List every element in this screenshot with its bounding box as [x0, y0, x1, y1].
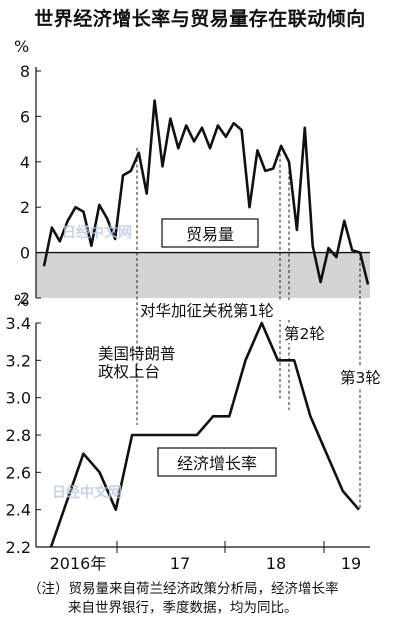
trade-y-tick-label: 6: [20, 107, 30, 126]
growth-y-tick-label: 2.4: [6, 501, 31, 520]
growth-y-tick-label: 2.6: [6, 463, 31, 482]
x-tick-label: 18: [266, 554, 286, 573]
trade-y-tick-label: 8: [20, 62, 30, 81]
footnote-line-2: 来自世界银行，季度数据，均为同比。: [68, 600, 298, 616]
trade-volume-line: [42, 99, 370, 285]
growth-label: 经济增长率: [177, 454, 257, 473]
growth-rate-series: [49, 321, 360, 548]
watermark-lower: 日经中文网: [52, 485, 122, 501]
tariff-round1-label-bg: [138, 300, 290, 320]
tariff-round1-label: 对华加征关税第1轮: [140, 302, 274, 320]
growth-y-tick-label: 3.2: [6, 351, 31, 370]
tariff-round3-label: 第3轮: [340, 369, 381, 387]
negative-band: [36, 252, 370, 298]
trade-y-tick-label: 0: [20, 244, 30, 263]
growth-y-tick-label: 2.8: [6, 426, 31, 445]
trade-label-box: [161, 218, 259, 248]
trade-y-unit: %: [14, 37, 29, 56]
growth-y-axis: 3.4 3.2 3.0 2.8 2.6 2.4 2.2%: [6, 291, 41, 557]
trade-y-axis: 8 6 4 2 0 -2%: [14, 37, 41, 308]
negative-region: [36, 251, 370, 298]
growth-rate-line: [49, 321, 360, 548]
tariff-round2-label-bg: [282, 323, 328, 343]
trade-y-tick-label: 4: [20, 153, 30, 172]
trade-volume-series: [42, 99, 370, 285]
growth-y-tick-label: 2.2: [6, 538, 31, 557]
growth-label-box: [157, 447, 277, 477]
x-tick-label: 19: [341, 554, 361, 573]
footnote: （注）贸易量来自荷兰经济政策分析局，经济增长率 来自世界银行，季度数据，均为同比…: [28, 580, 388, 618]
trump-label-line: 政权上台: [98, 363, 160, 381]
trade-y-tick-label: -2: [14, 289, 30, 308]
growth-y-tick-label: 3.4: [6, 314, 31, 333]
chart-title: 世界经济增长率与贸易量存在联动倾向: [34, 8, 366, 30]
footnote-line-1: （注）贸易量来自荷兰经济政策分析局，经济增长率: [28, 581, 339, 597]
trade-y-tick-label: 2: [20, 198, 30, 217]
trump-label-line: 美国特朗普: [98, 345, 176, 363]
growth-y-tick-label: 3.0: [6, 389, 31, 408]
tariff-round3-label-bg: [338, 367, 384, 387]
watermark-upper: 日经中文网: [62, 225, 132, 241]
x-axis: 2016年 17 18 19: [36, 541, 370, 573]
tariff-round2-label: 第2轮: [284, 325, 325, 343]
x-tick-label: 2016年: [50, 554, 107, 573]
growth-y-unit: %: [14, 291, 29, 310]
trade-label: 贸易量: [186, 225, 234, 244]
x-tick-label: 17: [170, 554, 190, 573]
